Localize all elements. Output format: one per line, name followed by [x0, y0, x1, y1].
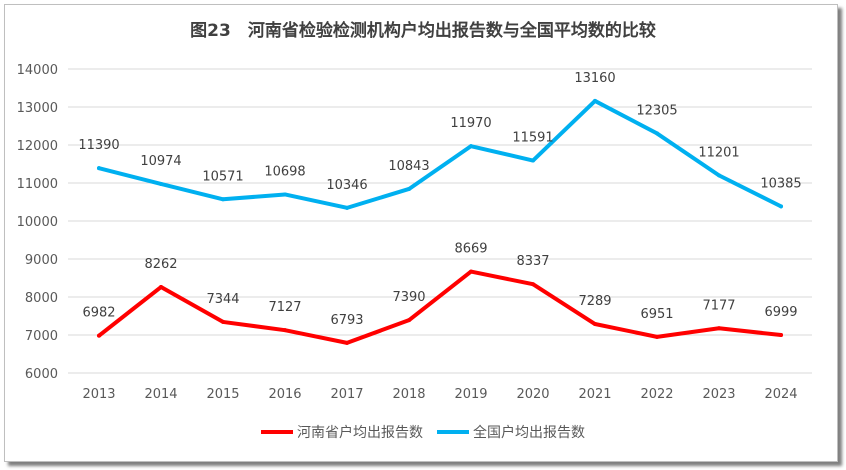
data-label: 10974: [140, 154, 181, 169]
series-line-1: [97, 98, 783, 210]
x-tick-label: 2017: [330, 387, 363, 402]
data-label: 7390: [392, 290, 425, 305]
data-label: 7344: [206, 292, 239, 307]
data-point: [655, 131, 659, 136]
legend-item-henan: 河南省户均出报告数: [261, 422, 423, 442]
data-label: 6951: [640, 307, 673, 322]
data-point: [779, 204, 783, 209]
data-label: 10385: [760, 176, 801, 191]
data-point: [97, 333, 101, 338]
data-point: [97, 166, 101, 171]
x-tick-label: 2015: [206, 387, 239, 402]
data-label: 6982: [82, 306, 115, 321]
y-tick-label: 11000: [17, 177, 58, 192]
legend-label-national: 全国户均出报告数: [473, 425, 585, 441]
x-tick-label: 2021: [578, 387, 611, 402]
legend-swatch-henan: [261, 430, 293, 434]
y-tick-label: 6000: [25, 367, 58, 382]
series-line-0: [97, 269, 783, 345]
data-point: [531, 158, 535, 163]
data-point: [469, 269, 473, 274]
data-label: 6793: [330, 313, 363, 328]
data-label: 8669: [454, 242, 487, 257]
x-tick-label: 2013: [82, 387, 115, 402]
data-label: 10571: [202, 169, 243, 184]
data-point: [283, 328, 287, 333]
data-point: [531, 282, 535, 287]
x-tick-label: 2018: [392, 387, 425, 402]
data-point: [159, 181, 163, 186]
data-point: [407, 186, 411, 191]
data-label: 10843: [388, 159, 429, 174]
data-label: 11201: [698, 145, 739, 160]
data-label: 11390: [78, 138, 119, 153]
data-point: [779, 333, 783, 338]
legend-item-national: 全国户均出报告数: [437, 422, 585, 442]
x-tick-label: 2022: [640, 387, 673, 402]
data-point: [345, 205, 349, 210]
y-tick-label: 14000: [17, 63, 58, 78]
data-label: 6999: [764, 305, 797, 320]
data-point: [593, 98, 597, 103]
data-label: 7127: [268, 300, 301, 315]
data-point: [407, 318, 411, 323]
data-label: 12305: [636, 103, 677, 118]
chart-title: 图23 河南省检验检测机构户均出报告数与全国平均数的比较: [190, 21, 656, 41]
data-label: 10698: [264, 164, 305, 179]
y-tick-label: 9000: [25, 253, 58, 268]
data-point: [469, 144, 473, 149]
data-point: [345, 340, 349, 345]
data-point: [717, 173, 721, 178]
x-tick-label: 2019: [454, 387, 487, 402]
x-tick-label: 2020: [516, 387, 549, 402]
data-label: 11970: [450, 116, 491, 131]
y-tick-label: 13000: [17, 101, 58, 116]
x-tick-label: 2024: [764, 387, 797, 402]
y-tick-label: 12000: [17, 139, 58, 154]
x-tick-label: 2014: [144, 387, 177, 402]
legend-swatch-national: [437, 430, 469, 434]
y-tick-label: 10000: [17, 215, 58, 230]
x-tick-label: 2023: [702, 387, 735, 402]
data-point: [159, 285, 163, 290]
data-label: 11591: [512, 131, 553, 146]
data-point: [717, 326, 721, 331]
data-label: 7289: [578, 294, 611, 309]
data-label: 13160: [574, 71, 615, 86]
data-label: 10346: [326, 178, 367, 193]
data-label: 7177: [702, 298, 735, 313]
data-label: 8337: [516, 254, 549, 269]
data-point: [593, 322, 597, 327]
data-point: [283, 192, 287, 197]
data-point: [221, 319, 225, 324]
data-point: [655, 334, 659, 339]
legend: 河南省户均出报告数 全国户均出报告数: [0, 422, 846, 442]
y-tick-label: 8000: [25, 291, 58, 306]
x-tick-label: 2016: [268, 387, 301, 402]
legend-label-henan: 河南省户均出报告数: [297, 425, 423, 441]
data-label: 8262: [144, 257, 177, 272]
y-tick-label: 7000: [25, 329, 58, 344]
chart-frame: [4, 4, 838, 462]
data-point: [221, 197, 225, 202]
